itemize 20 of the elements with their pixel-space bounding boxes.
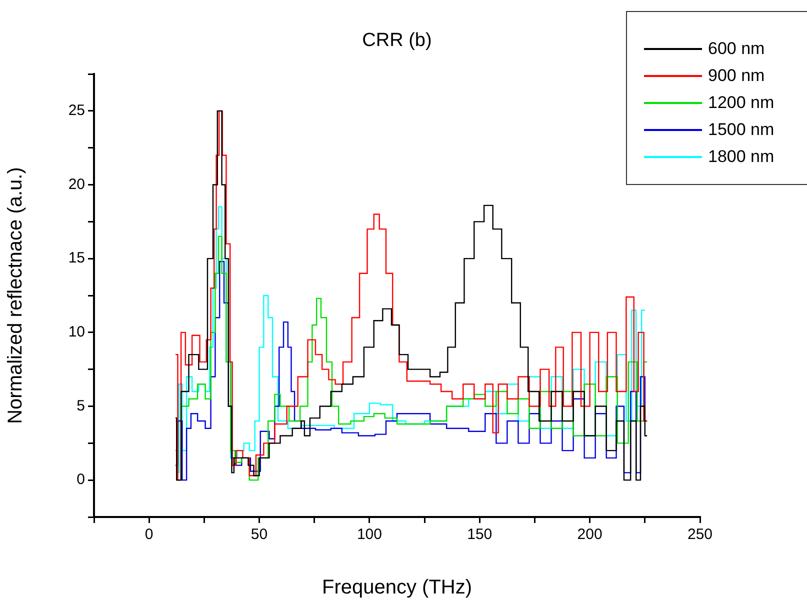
legend-label: 600 nm [708,38,765,58]
y-axis-title: Normalized reflectnace (a.u.) [4,167,27,424]
y-tick-label: 20 [68,176,85,193]
x-axis-title: Frequency (THz) [322,576,472,599]
legend-label: 900 nm [708,66,765,86]
legend-label: 1500 nm [708,120,774,140]
y-tick-label: 10 [68,324,85,341]
y-tick-label: 15 [68,250,85,267]
x-tick-label: 200 [577,526,602,544]
x-tick-label: 0 [144,526,154,544]
x-tick-label: 50 [250,526,268,544]
x-tick-label: 250 [687,526,713,544]
y-tick-label: 5 [76,397,85,414]
legend-label: 1800 nm [708,146,774,166]
legend-label: 1200 nm [708,92,774,112]
chart-title: CRR (b) [361,30,433,52]
y-tick-label: 25 [68,102,85,120]
x-tick-label: 100 [356,526,382,544]
y-tick-label: 0 [76,471,85,488]
x-tick-label: 150 [467,526,492,544]
